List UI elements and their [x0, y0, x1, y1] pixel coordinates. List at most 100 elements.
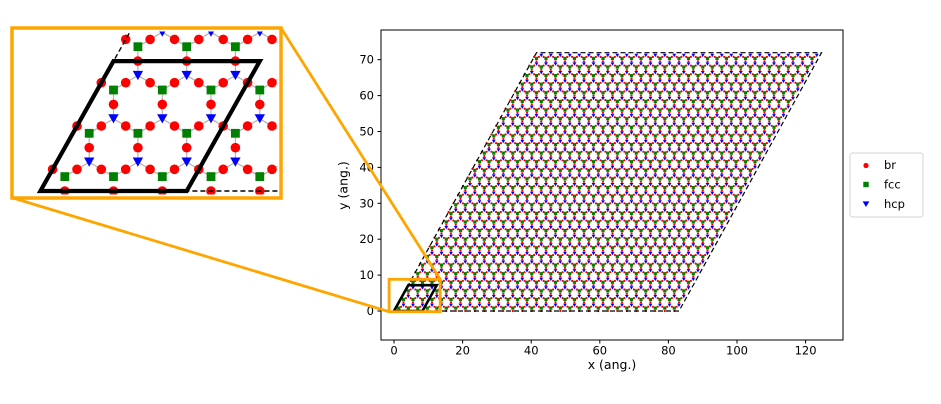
site-br — [540, 206, 543, 209]
site-hcp — [534, 62, 539, 66]
site-fcc — [587, 134, 591, 138]
site-br — [775, 98, 778, 102]
site-fcc — [530, 272, 534, 276]
site-fcc — [606, 220, 610, 224]
site-br — [642, 288, 645, 291]
site-fcc — [444, 254, 448, 259]
site-fcc — [663, 82, 667, 86]
inset-site-br — [108, 99, 119, 110]
site-br — [518, 98, 521, 102]
site-br — [511, 223, 514, 226]
site-fcc — [568, 99, 572, 103]
site-br — [571, 142, 574, 145]
site-br — [535, 215, 538, 218]
site-br — [580, 142, 583, 145]
site-br — [687, 77, 690, 80]
site-br — [606, 241, 609, 244]
site-br — [601, 94, 605, 97]
site-br — [732, 167, 735, 170]
site-br — [689, 64, 692, 67]
site-fcc — [758, 134, 762, 138]
site-br — [549, 223, 552, 226]
site-hcp — [582, 148, 586, 152]
site-fcc — [739, 186, 743, 190]
site-br — [528, 90, 531, 93]
site-br — [644, 86, 647, 89]
site-br — [592, 232, 595, 235]
site-br — [502, 137, 505, 140]
site-br — [647, 150, 650, 153]
site-fcc — [487, 263, 491, 267]
site-br — [566, 297, 569, 300]
site-fcc — [648, 56, 653, 60]
site-fcc — [515, 142, 520, 147]
y-tick-label: 70 — [359, 53, 374, 67]
site-br — [661, 116, 664, 119]
site-fcc — [492, 203, 496, 207]
site-fcc — [625, 134, 629, 138]
site-fcc — [572, 297, 577, 302]
site-hcp — [662, 226, 667, 230]
site-fcc — [601, 211, 605, 215]
site-fcc — [625, 151, 629, 155]
site-br — [661, 98, 664, 102]
site-br — [563, 197, 567, 201]
site-br — [582, 232, 586, 235]
site-fcc — [563, 108, 567, 112]
site-br — [651, 98, 654, 102]
site-br — [587, 292, 590, 295]
site-br — [749, 120, 752, 123]
site-br — [499, 271, 502, 274]
site-br — [675, 288, 678, 291]
site-fcc — [582, 125, 586, 129]
site-br — [720, 103, 723, 106]
site-br — [708, 210, 711, 214]
site-hcp — [748, 139, 753, 144]
site-br — [611, 111, 614, 114]
site-br — [737, 107, 740, 110]
site-fcc — [705, 108, 710, 112]
site-br — [535, 129, 538, 132]
site-br — [654, 206, 657, 209]
site-br — [701, 172, 704, 175]
site-br — [528, 228, 531, 231]
site-br — [666, 236, 669, 239]
site-br — [487, 215, 491, 218]
site-fcc — [620, 246, 624, 250]
bond — [357, 32, 381, 47]
site-br — [704, 150, 707, 153]
site-br — [537, 55, 540, 58]
site-br — [625, 137, 628, 140]
site-br — [537, 116, 540, 119]
site-fcc — [677, 280, 681, 284]
site-fcc — [653, 254, 657, 259]
site-fcc — [549, 237, 553, 241]
site-br — [623, 64, 626, 67]
site-br — [535, 111, 538, 114]
site-br — [499, 253, 502, 257]
site-fcc — [658, 280, 662, 284]
site-hcp — [605, 208, 610, 213]
site-br — [666, 98, 669, 102]
site-br — [768, 120, 771, 123]
site-br — [699, 124, 702, 127]
site-fcc — [663, 117, 667, 121]
site-br — [509, 202, 512, 205]
site-br — [528, 150, 531, 153]
site-br — [540, 258, 543, 261]
site-br — [673, 172, 676, 175]
site-br — [497, 129, 500, 132]
site-fcc — [501, 306, 505, 310]
site-br — [737, 150, 740, 153]
site-br — [563, 215, 567, 218]
site-br — [540, 137, 543, 140]
site-br — [628, 133, 631, 136]
inset-site-br — [181, 142, 192, 153]
site-br — [668, 77, 671, 80]
site-fcc — [705, 56, 710, 60]
site-br — [637, 133, 640, 136]
site-br — [787, 68, 790, 71]
site-br — [523, 90, 526, 93]
site-br — [597, 172, 600, 175]
site-fcc — [596, 203, 600, 207]
